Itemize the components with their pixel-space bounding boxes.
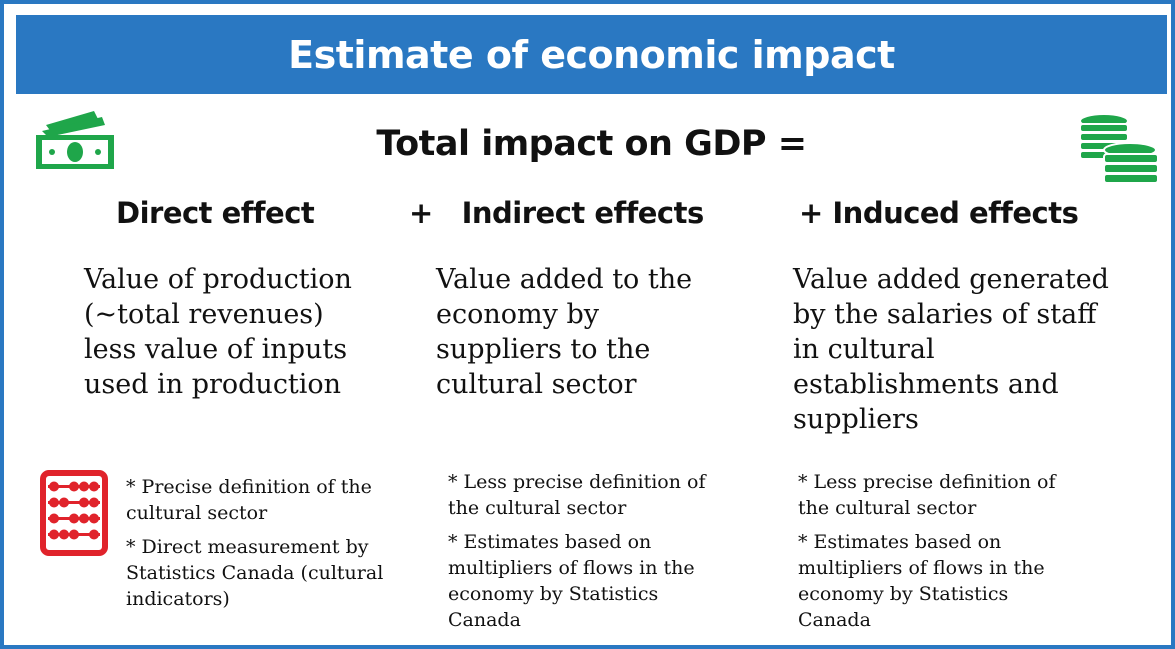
- note-item: * Estimates based on multipliers of flow…: [448, 531, 695, 631]
- coin-stacks-icon: [1079, 113, 1159, 184]
- equation-heading: Total impact on GDP =: [376, 124, 807, 164]
- direct-effect-heading: Direct effect: [116, 196, 315, 230]
- note-item: * Less precise definition of the cultura…: [798, 471, 1056, 519]
- note-item: * Estimates based on multipliers of flow…: [798, 531, 1045, 631]
- direct-effect-notes: * Precise definition of the cultural sec…: [126, 474, 396, 620]
- induced-effects-notes: * Less precise definition of the cultura…: [798, 469, 1073, 641]
- note-item: * Less precise definition of the cultura…: [448, 471, 706, 519]
- note-item: * Precise definition of the cultural sec…: [126, 476, 372, 524]
- indirect-effects-notes: * Less precise definition of the cultura…: [448, 469, 723, 641]
- title-banner: Estimate of economic impact: [16, 15, 1167, 94]
- page-title: Estimate of economic impact: [288, 32, 895, 77]
- induced-effects-description: Value added generated by the salaries of…: [793, 264, 1109, 435]
- induced-effects-heading: + Induced effects: [799, 196, 1079, 230]
- banknotes-icon: [36, 111, 114, 169]
- indirect-effects-description: Value added to the economy by suppliers …: [436, 264, 693, 400]
- direct-effect-description: Value of production (~total revenues) le…: [84, 264, 352, 400]
- abacus-icon: [40, 470, 108, 556]
- note-item: * Direct measurement by Statistics Canad…: [126, 536, 384, 610]
- indirect-effects-heading: + Indirect effects: [409, 196, 704, 230]
